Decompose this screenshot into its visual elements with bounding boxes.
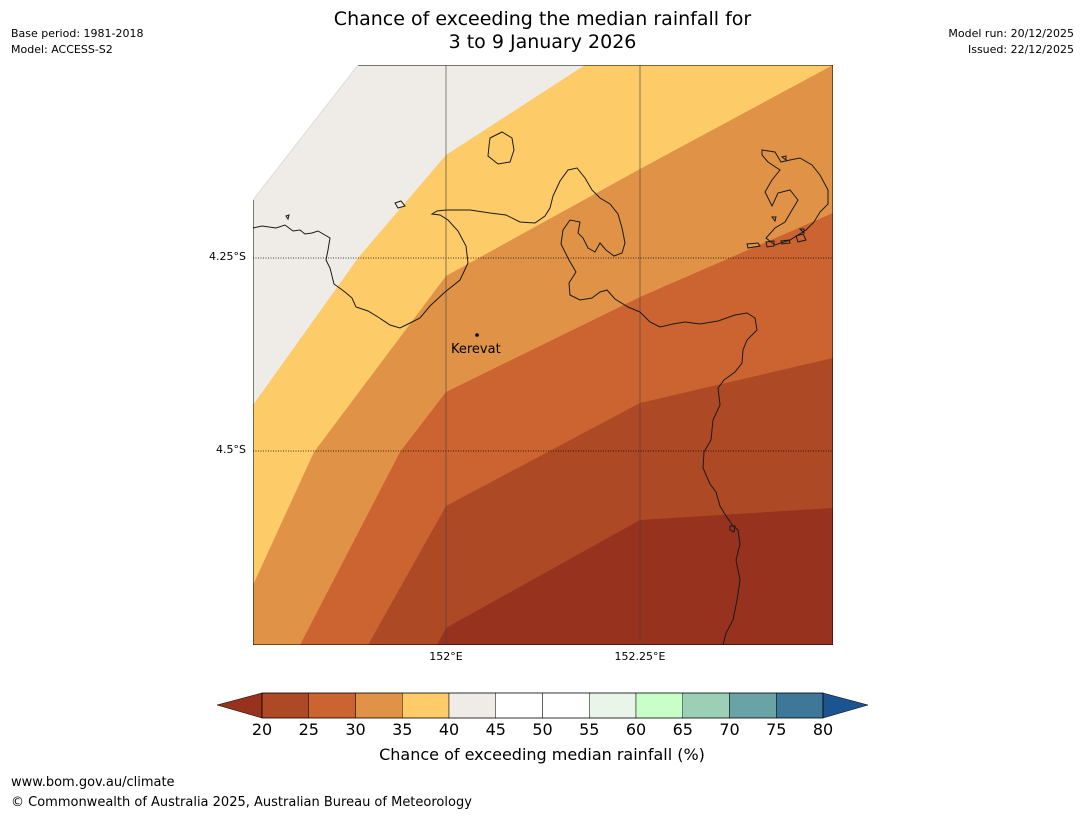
colorbar-tick-label: 55 <box>579 720 600 739</box>
colorbar-frame <box>261 692 824 719</box>
colorbar-cell <box>495 692 543 719</box>
colorbar-tick-label: 50 <box>532 720 553 739</box>
colorbar-cell <box>308 692 356 719</box>
colorbar <box>216 692 869 719</box>
colorbar-title: Chance of exceeding median rainfall (%) <box>379 745 705 764</box>
lat-label-4-25: 4.25°S <box>209 250 246 263</box>
colorbar-cell <box>635 692 683 719</box>
colorbar-tick-label: 75 <box>766 720 787 739</box>
coastline <box>252 131 829 646</box>
model-name: Model: ACCESS-S2 <box>11 43 113 56</box>
colorbar-cell <box>589 692 637 719</box>
colorbar-tick-label: 70 <box>719 720 740 739</box>
colorbar-extend-low <box>216 692 263 719</box>
colorbar-tick-label: 35 <box>392 720 413 739</box>
map-title: Chance of exceeding the median rainfall … <box>0 8 1085 54</box>
title-line-1: Chance of exceeding the median rainfall … <box>333 8 752 30</box>
colorbar-cell <box>682 692 730 719</box>
meta-right: Model run: 20/12/2025 Issued: 22/12/2025 <box>948 26 1074 58</box>
place-label-kerevat: Kerevat <box>451 342 501 357</box>
colorbar-cell <box>729 692 777 719</box>
colorbar-cell <box>448 692 496 719</box>
colorbar-tick-label: 80 <box>812 720 834 739</box>
colorbar-tick-label: 45 <box>485 720 506 739</box>
meta-left: Base period: 1981-2018 Model: ACCESS-S2 <box>11 26 143 58</box>
title-line-2: 3 to 9 January 2026 <box>448 31 637 53</box>
colorbar-cell <box>776 692 824 719</box>
colorbar-tick-label: 30 <box>345 720 366 739</box>
band-40-45 <box>253 65 585 405</box>
lon-label-152: 152°E <box>429 650 463 663</box>
issued-date: Issued: 22/12/2025 <box>967 43 1074 56</box>
footer-copyright: © Commonwealth of Australia 2025, Austra… <box>11 795 472 810</box>
colorbar-tick-label: 40 <box>438 720 460 739</box>
colorbar-cells <box>261 692 824 719</box>
colorbar-cell <box>542 692 590 719</box>
lat-label-4-5: 4.5°S <box>216 443 246 456</box>
kerevat-marker <box>475 333 479 337</box>
map-edge <box>252 64 359 201</box>
colorbar-tick-label: 60 <box>625 720 647 739</box>
colorbar-tick-label: 65 <box>672 720 693 739</box>
colorbar-cell <box>261 692 309 719</box>
model-run: Model run: 20/12/2025 <box>948 27 1074 40</box>
colorbar-tick-label: 25 <box>298 720 319 739</box>
lon-label-152-25: 152.25°E <box>614 650 666 663</box>
base-period: Base period: 1981-2018 <box>11 27 144 40</box>
colorbar-cell <box>402 692 450 719</box>
colorbar-extend-high <box>822 692 869 719</box>
probability-bands <box>253 65 833 645</box>
colorbar-tick-label: 20 <box>251 720 273 739</box>
footer-website[interactable]: www.bom.gov.au/climate <box>11 775 175 790</box>
colorbar-cell <box>355 692 403 719</box>
